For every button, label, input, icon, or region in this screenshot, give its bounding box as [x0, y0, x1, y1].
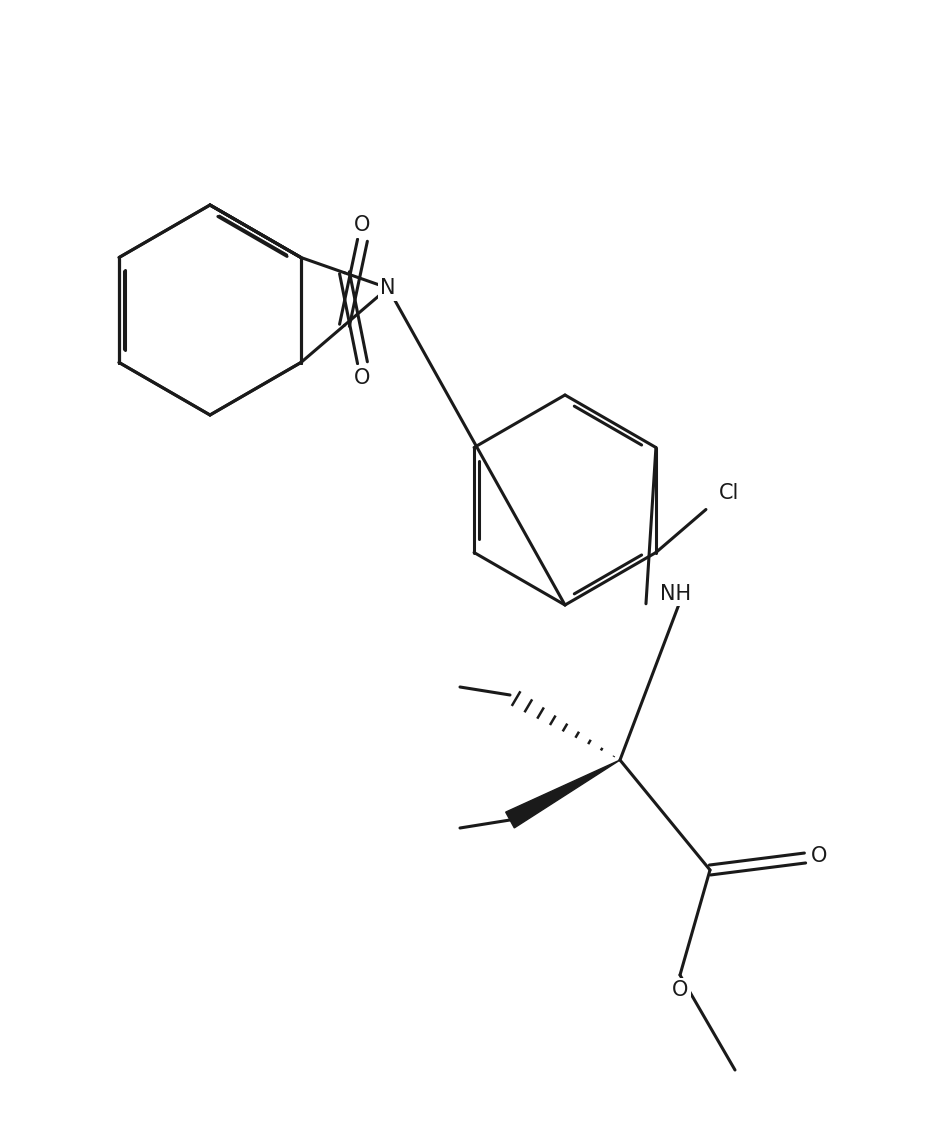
Text: NH: NH: [661, 583, 692, 604]
Text: O: O: [354, 215, 371, 236]
Text: O: O: [811, 846, 827, 866]
Text: O: O: [354, 368, 371, 388]
Text: N: N: [380, 278, 396, 298]
Polygon shape: [506, 760, 620, 828]
Text: O: O: [672, 980, 688, 1000]
Text: Cl: Cl: [718, 482, 739, 503]
